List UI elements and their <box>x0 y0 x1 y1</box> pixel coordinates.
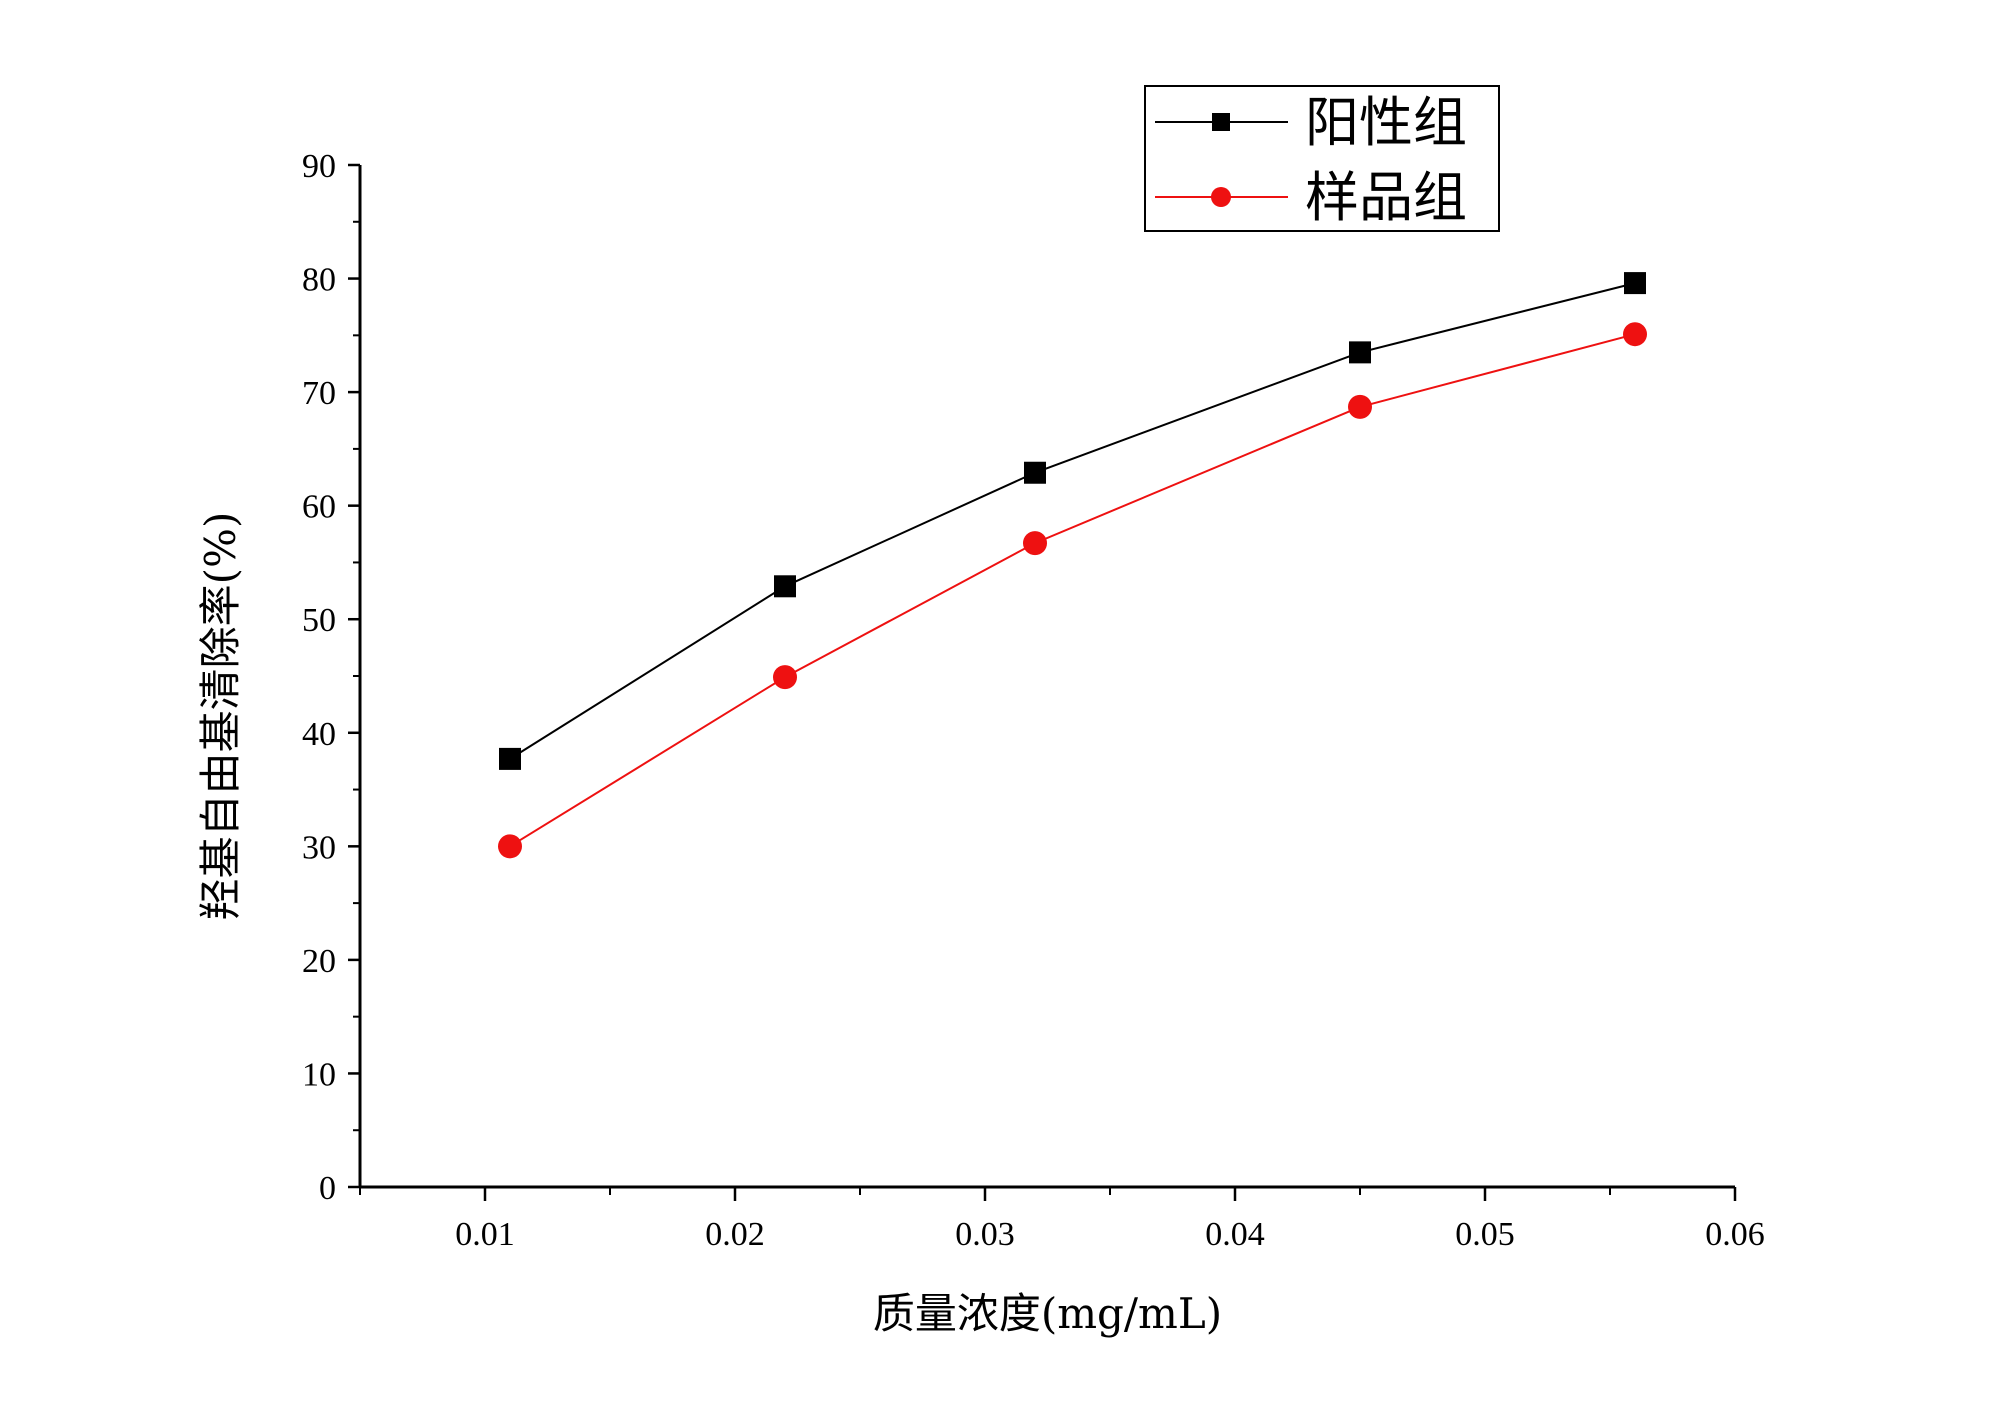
y-tick-label: 10 <box>302 1056 336 1093</box>
series-line <box>509 333 1636 848</box>
axes <box>358 165 1735 1189</box>
x-tick-label: 0.06 <box>1705 1216 1765 1253</box>
legend-swatch-circle <box>1211 187 1231 207</box>
series-1 <box>499 272 1646 770</box>
legend-label: 样品组 <box>1305 166 1467 229</box>
y-tick-label: 70 <box>302 375 336 412</box>
x-axis-ticks: 0.01 0.02 0.03 0.04 0.05 0.06 <box>359 1187 1765 1253</box>
data-point-circle <box>1623 322 1647 347</box>
data-point-circle <box>498 834 522 859</box>
data-point-square <box>1349 341 1371 364</box>
y-tick-label: 20 <box>302 943 336 980</box>
data-point-square <box>1624 272 1646 295</box>
y-tick-label: 0 <box>319 1170 336 1207</box>
y-tick-label: 90 <box>302 148 336 185</box>
legend-box <box>1144 85 1500 232</box>
y-axis-ticks: 0 10 20 30 40 50 60 70 80 90 <box>302 148 360 1207</box>
data-point-circle <box>1348 394 1372 419</box>
data-point-square <box>1024 461 1046 484</box>
y-axis-title: 羟基自由基清除率(%) <box>196 512 245 921</box>
y-tick-label: 60 <box>302 489 336 526</box>
x-tick-label: 0.01 <box>455 1216 515 1253</box>
legend-item-1: 阳性组 <box>1155 91 1467 154</box>
legend-label: 阳性组 <box>1305 91 1467 154</box>
x-tick-label: 0.03 <box>955 1216 1015 1253</box>
legend-swatch-square <box>1212 113 1230 131</box>
series-layer <box>498 272 1647 859</box>
y-tick-label: 80 <box>302 262 336 299</box>
x-tick-label: 0.04 <box>1205 1216 1265 1253</box>
data-point-circle <box>1023 531 1047 556</box>
x-axis-title: 质量浓度(mg/mL) <box>873 1289 1222 1338</box>
legend-item-2: 样品组 <box>1155 166 1467 229</box>
y-tick-label: 50 <box>302 602 336 639</box>
data-point-square <box>774 575 796 598</box>
x-tick-label: 0.02 <box>705 1216 765 1253</box>
y-tick-label: 40 <box>302 716 336 753</box>
series-2 <box>498 322 1647 859</box>
series-line <box>509 282 1636 760</box>
data-point-circle <box>773 665 797 690</box>
x-tick-label: 0.05 <box>1455 1216 1515 1253</box>
y-tick-label: 30 <box>302 829 336 866</box>
data-point-square <box>499 747 521 770</box>
